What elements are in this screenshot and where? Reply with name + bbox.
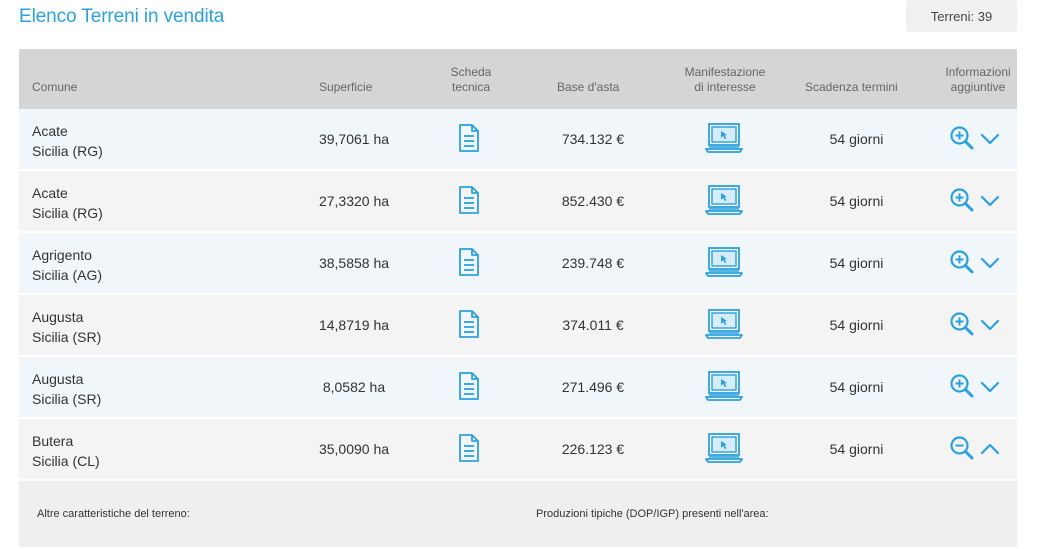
chevron-down-icon[interactable] — [979, 252, 1001, 274]
cell-comune: Augusta Sicilia (SR) — [32, 307, 101, 347]
detail-panel: Altre caratteristiche del terreno: Produ… — [19, 481, 1017, 547]
cell-scadenza: 54 giorni — [829, 317, 884, 333]
document-icon[interactable] — [458, 309, 480, 339]
col-header-manif-line1: Manifestazione — [684, 65, 766, 79]
monitor-icon[interactable] — [705, 246, 743, 278]
chevron-up-icon[interactable] — [979, 438, 1001, 460]
cell-base-asta: 852.430 € — [561, 193, 625, 209]
land-table: Comune Superficie Scheda tecnica Base d'… — [19, 49, 1017, 547]
cell-base-asta: 734.132 € — [561, 131, 625, 147]
cell-scadenza: 54 giorni — [829, 193, 884, 209]
produzioni-tipiche-label: Produzioni tipiche (DOP/IGP) presenti ne… — [536, 508, 769, 520]
col-header-scadenza: Scadenza termini — [805, 80, 898, 94]
cell-scadenza: 54 giorni — [829, 441, 884, 457]
comune-name: Agrigento — [32, 247, 92, 263]
zoom-in-icon[interactable] — [949, 187, 975, 213]
comune-name: Acate — [32, 123, 68, 139]
cell-superficie: 14,8719 ha — [318, 317, 390, 333]
table-body: Acate Sicilia (RG) 39,7061 ha 734.132 € — [19, 109, 1017, 481]
monitor-icon[interactable] — [705, 432, 743, 464]
chevron-down-icon[interactable] — [979, 190, 1001, 212]
document-icon[interactable] — [458, 123, 480, 153]
col-header-superficie: Superficie — [319, 80, 373, 94]
cell-scadenza: 54 giorni — [829, 255, 884, 271]
col-header-info-line1: Informazioni — [945, 65, 1011, 79]
cell-comune: Acate Sicilia (RG) — [32, 121, 103, 161]
page-title: Elenco Terreni in vendita — [19, 6, 225, 27]
col-header-info: Informazioni aggiuntive — [937, 65, 1019, 95]
monitor-icon[interactable] — [705, 370, 743, 402]
col-header-info-line2: aggiuntive — [950, 80, 1006, 94]
comune-region: Sicilia (SR) — [32, 329, 102, 345]
cell-superficie: 8,0582 ha — [322, 379, 386, 395]
comune-region: Sicilia (RG) — [32, 205, 103, 221]
table-row: Acate Sicilia (RG) 27,3320 ha 852.430 € — [19, 171, 1017, 233]
zoom-in-icon[interactable] — [949, 311, 975, 337]
cell-superficie: 35,0090 ha — [318, 441, 390, 457]
altre-caratteristiche-label: Altre caratteristiche del terreno: — [37, 508, 190, 520]
cell-superficie: 27,3320 ha — [318, 193, 390, 209]
cell-comune: Agrigento Sicilia (AG) — [32, 245, 102, 285]
cell-base-asta: 374.011 € — [562, 317, 624, 333]
cell-base-asta: 271.496 € — [561, 379, 625, 395]
cell-comune: Augusta Sicilia (SR) — [32, 369, 101, 409]
col-header-manifestazione: Manifestazione di interesse — [675, 65, 775, 95]
monitor-icon[interactable] — [705, 122, 743, 154]
col-header-scheda-tecnica: Scheda tecnica — [441, 65, 501, 95]
count-badge: Terreni: 39 — [906, 0, 1017, 32]
document-icon[interactable] — [458, 371, 480, 401]
comune-name: Butera — [32, 433, 74, 449]
document-icon[interactable] — [458, 433, 480, 463]
cell-comune: Acate Sicilia (RG) — [32, 183, 103, 223]
document-icon[interactable] — [458, 247, 480, 277]
table-row: Agrigento Sicilia (AG) 38,5858 ha 239.74… — [19, 233, 1017, 295]
col-header-manif-line2: di interesse — [694, 80, 756, 94]
table-header: Comune Superficie Scheda tecnica Base d'… — [19, 49, 1017, 109]
cell-scadenza: 54 giorni — [829, 131, 884, 147]
zoom-out-icon[interactable] — [949, 435, 975, 461]
col-header-comune: Comune — [32, 80, 78, 94]
comune-name: Augusta — [32, 309, 84, 325]
cell-scadenza: 54 giorni — [829, 379, 884, 395]
col-header-scheda-line1: Scheda — [450, 65, 492, 79]
table-row: Butera Sicilia (CL) 35,0090 ha 226.123 € — [19, 419, 1017, 481]
chevron-down-icon[interactable] — [979, 128, 1001, 150]
cell-base-asta: 226.123 € — [561, 441, 625, 457]
zoom-in-icon[interactable] — [949, 373, 975, 399]
zoom-in-icon[interactable] — [949, 249, 975, 275]
comune-region: Sicilia (CL) — [32, 453, 100, 469]
col-header-base-asta: Base d'asta — [557, 80, 620, 94]
comune-region: Sicilia (SR) — [32, 391, 102, 407]
comune-name: Augusta — [32, 371, 84, 387]
table-row: Augusta Sicilia (SR) 8,0582 ha 271.496 € — [19, 357, 1017, 419]
cell-base-asta: 239.748 € — [561, 255, 625, 271]
chevron-down-icon[interactable] — [979, 314, 1001, 336]
col-header-scheda-line2: tecnica — [451, 80, 491, 94]
comune-region: Sicilia (RG) — [32, 143, 103, 159]
document-icon[interactable] — [458, 185, 480, 215]
monitor-icon[interactable] — [705, 308, 743, 340]
cell-superficie: 38,5858 ha — [318, 255, 390, 271]
chevron-down-icon[interactable] — [979, 376, 1001, 398]
comune-name: Acate — [32, 185, 68, 201]
table-row: Augusta Sicilia (SR) 14,8719 ha 374.011 … — [19, 295, 1017, 357]
comune-region: Sicilia (AG) — [32, 267, 103, 283]
cell-superficie: 39,7061 ha — [318, 131, 390, 147]
monitor-icon[interactable] — [705, 184, 743, 216]
table-row: Acate Sicilia (RG) 39,7061 ha 734.132 € — [19, 109, 1017, 171]
cell-comune: Butera Sicilia (CL) — [32, 431, 100, 471]
zoom-in-icon[interactable] — [949, 125, 975, 151]
